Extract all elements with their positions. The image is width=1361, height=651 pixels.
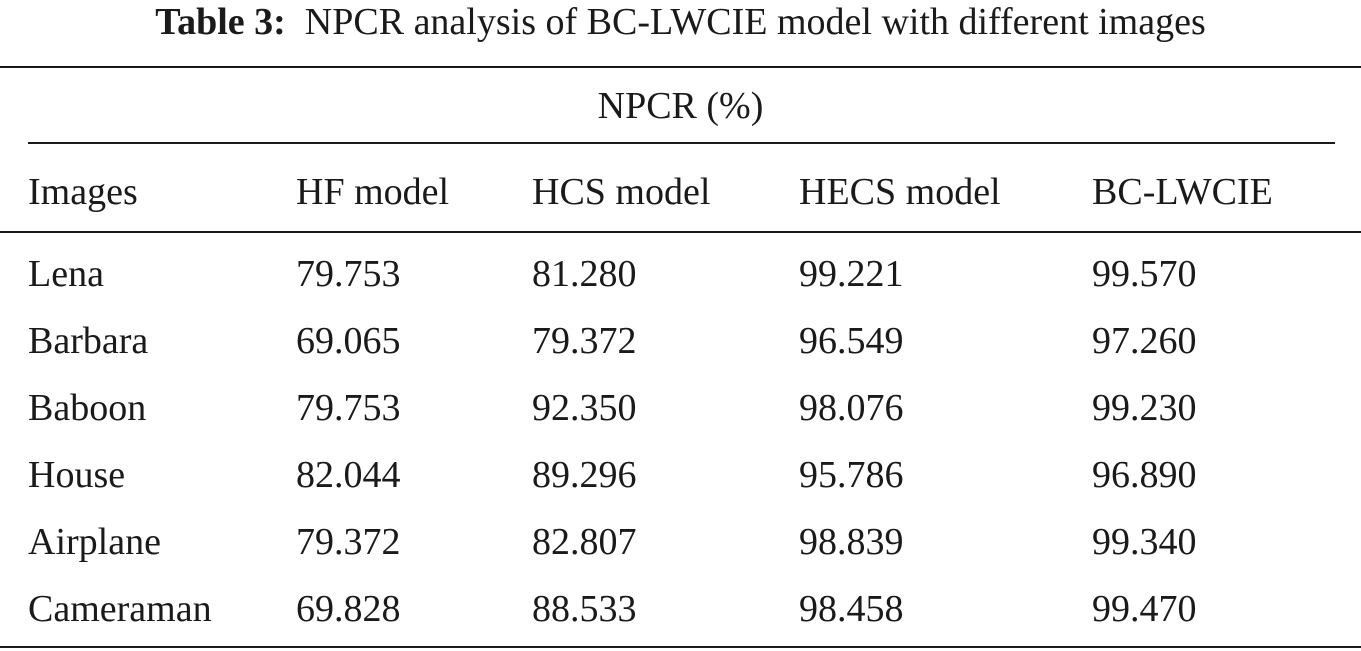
cell-hf-model-value: 79.753 <box>296 253 401 295</box>
cell-hecs-model-value: 98.076 <box>799 387 904 429</box>
cell-image-name: Baboon <box>28 387 147 429</box>
cell-hecs-model-value: 98.839 <box>799 521 904 563</box>
group-header-npcr: NPCR (%) <box>597 85 764 127</box>
cell-hecs-model-value: 95.786 <box>799 454 904 496</box>
cell-bc-lwcie-value: 96.890 <box>1092 454 1197 496</box>
cell-hcs-model-value: 82.807 <box>532 521 637 563</box>
cell-hcs-model-value: 79.372 <box>532 320 637 362</box>
cell-hf-model-value: 82.044 <box>296 454 401 496</box>
table-caption: Table 3: NPCR analysis of BC-LWCIE model… <box>0 0 1361 44</box>
column-header-images: Images <box>28 171 138 213</box>
caption-text: NPCR analysis of BC-LWCIE model with dif… <box>304 1 1206 43</box>
cell-bc-lwcie-value: 99.570 <box>1092 253 1197 295</box>
cell-image-name: Airplane <box>28 521 161 563</box>
column-header-hcs-model: HCS model <box>532 171 711 213</box>
cell-bc-lwcie-value: 99.340 <box>1092 521 1197 563</box>
caption-label: Table 3: <box>155 1 286 43</box>
column-header-hecs-model: HECS model <box>799 171 1001 213</box>
cell-hf-model-value: 79.372 <box>296 521 401 563</box>
group-header-rule <box>28 142 1335 144</box>
column-header-bc-lwcie: BC-LWCIE <box>1092 171 1273 213</box>
cell-hcs-model-value: 92.350 <box>532 387 637 429</box>
cell-hecs-model-value: 96.549 <box>799 320 904 362</box>
cell-hcs-model-value: 81.280 <box>532 253 637 295</box>
cell-hecs-model-value: 99.221 <box>799 253 904 295</box>
cell-image-name: House <box>28 454 126 496</box>
top-rule <box>0 66 1361 68</box>
cell-bc-lwcie-value: 99.230 <box>1092 387 1197 429</box>
cell-image-name: Lena <box>28 253 104 295</box>
bottom-rule <box>0 646 1361 648</box>
cell-hcs-model-value: 89.296 <box>532 454 637 496</box>
column-header-hf-model: HF model <box>296 171 450 213</box>
cell-hcs-model-value: 88.533 <box>532 588 637 630</box>
cell-hf-model-value: 79.753 <box>296 387 401 429</box>
cell-hf-model-value: 69.065 <box>296 320 401 362</box>
cell-hf-model-value: 69.828 <box>296 588 401 630</box>
header-rule <box>0 231 1361 233</box>
cell-hecs-model-value: 98.458 <box>799 588 904 630</box>
cell-bc-lwcie-value: 99.470 <box>1092 588 1197 630</box>
cell-bc-lwcie-value: 97.260 <box>1092 320 1197 362</box>
cell-image-name: Cameraman <box>28 588 212 630</box>
cell-image-name: Barbara <box>28 320 149 362</box>
